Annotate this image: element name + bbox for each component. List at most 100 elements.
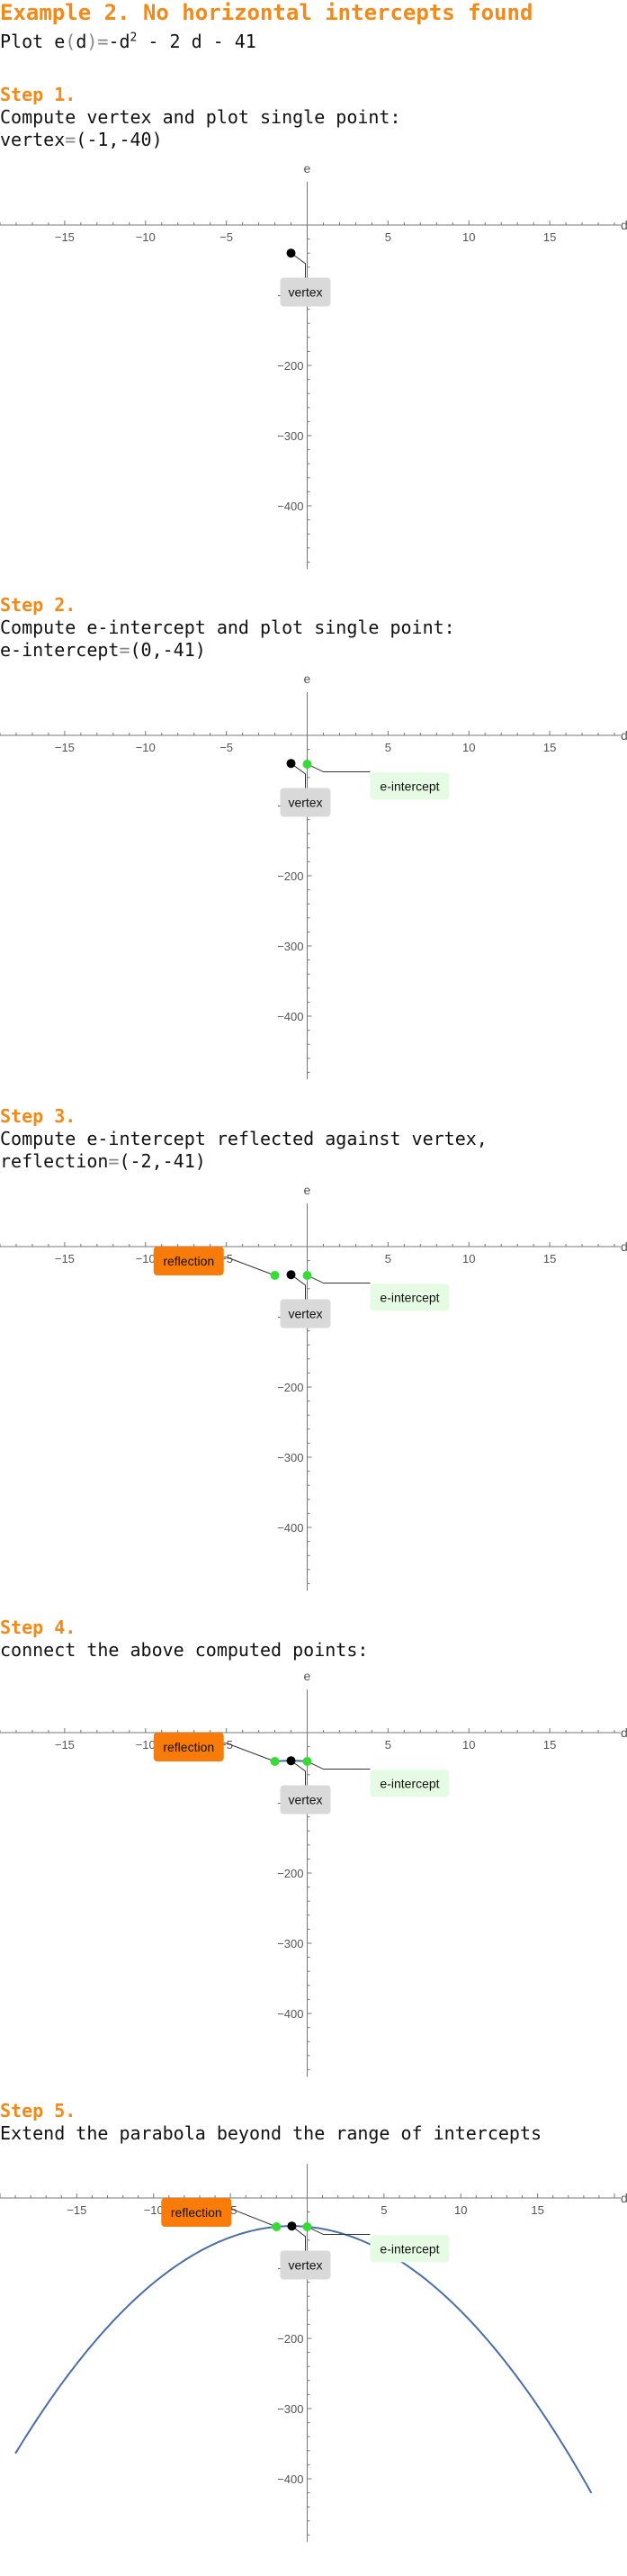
step-4-description: connect the above computed points: <box>0 1639 369 1661</box>
x-tick-label: −10 <box>136 230 156 244</box>
reflection-point <box>272 2221 282 2231</box>
step-2-heading: Step 2. <box>0 594 76 616</box>
intercept-leader-line <box>307 763 371 773</box>
vertex-callout-label: vertex <box>288 1793 322 1807</box>
vertex-point <box>286 1270 296 1280</box>
vertex-leader-line <box>291 2225 306 2251</box>
step-4-heading: Step 4. <box>0 1617 76 1638</box>
intercept-callout-label: e-intercept <box>380 779 439 793</box>
vertex-leader-line <box>291 252 306 278</box>
step-1-equals: = <box>65 129 76 150</box>
close-paren: ) <box>86 31 98 52</box>
y-tick-label: −200 <box>277 1381 303 1394</box>
reflection-point <box>270 1270 280 1280</box>
intercept-callout-box <box>370 772 450 800</box>
vertex-callout-box <box>280 277 331 307</box>
y-tick-label: −400 <box>277 500 303 513</box>
vertex-callout-label: vertex <box>288 285 322 300</box>
function-exponent: 2 <box>130 31 138 45</box>
vertex-leader-line <box>291 1760 306 1786</box>
x-tick-label: −15 <box>55 1738 75 1752</box>
reflection-leader-line <box>223 1256 275 1276</box>
function-rhs-start: -d <box>108 31 130 52</box>
step-2-equals: = <box>119 639 130 661</box>
x-tick-label: −10 <box>144 2203 164 2217</box>
y-tick-label: −400 <box>277 2007 303 2021</box>
vertex-point <box>286 759 296 769</box>
x-tick-label: 10 <box>462 230 475 244</box>
vertex-callout-box <box>280 1299 331 1329</box>
step-1-heading: Step 1. <box>0 84 76 105</box>
intercept-leader-line <box>307 2226 371 2236</box>
page-title: Example 2. No horizontal intercepts foun… <box>0 0 533 25</box>
vertex-callout-box <box>280 788 331 817</box>
step-1-description: Compute vertex and plot single point: <box>0 106 401 128</box>
intercept-callout-label: e-intercept <box>380 2241 439 2256</box>
x-tick-label: 10 <box>462 1252 475 1265</box>
step-1-result-label: vertex <box>0 129 66 150</box>
chart-step-2: de−15−10−551015−100−200−300−400vertexe-i… <box>0 671 627 1080</box>
y-tick-label: −400 <box>277 1010 303 1023</box>
reflection-callout-label: reflection <box>163 1254 214 1268</box>
x-tick-label: 5 <box>385 1252 391 1265</box>
intercept-point <box>302 2221 312 2231</box>
x-tick-label: 15 <box>543 1252 556 1265</box>
x-tick-label: 5 <box>381 2203 387 2217</box>
plot-prefix: Plot <box>0 31 55 52</box>
vertex-callout-label: vertex <box>288 796 322 810</box>
reflection-leader-line <box>229 2208 277 2228</box>
y-tick-label: −300 <box>277 1937 303 1950</box>
vertex-callout-box <box>280 1785 331 1815</box>
y-tick-label: −400 <box>277 1521 303 1535</box>
step-2-result: e-intercept=(0,-41) <box>0 639 206 661</box>
y-axis-label: e <box>304 1183 311 1197</box>
vertex-callout-label: vertex <box>288 2258 322 2273</box>
x-tick-label: −15 <box>67 2203 86 2217</box>
step-3-heading: Step 3. <box>0 1105 76 1127</box>
vertex-callout-label: vertex <box>288 1307 322 1321</box>
y-tick-label: −200 <box>277 359 303 373</box>
chart-step-5: d−15−10−551015−100−200−300−400vertexe-in… <box>0 2164 627 2543</box>
step-2-description: Compute e-intercept and plot single poin… <box>0 617 455 638</box>
vertex-point <box>286 1756 296 1766</box>
x-tick-label: −5 <box>219 741 233 754</box>
step-1-result: vertex=(-1,-40) <box>0 129 163 150</box>
step-2-result-label: e-intercept <box>0 639 120 661</box>
x-tick-label: −15 <box>55 741 75 754</box>
y-tick-label: −200 <box>277 869 303 883</box>
intercept-callout-box <box>370 1283 450 1311</box>
vertex-leader-line <box>291 762 306 788</box>
y-tick-label: −300 <box>277 429 303 443</box>
function-name: e <box>54 31 66 52</box>
intercept-callout-box <box>370 1770 450 1797</box>
x-tick-label: −10 <box>136 741 156 754</box>
step-3-equals: = <box>108 1150 120 1172</box>
step-2-result-value: (0,-41) <box>130 639 206 661</box>
x-tick-label: −15 <box>55 1252 75 1265</box>
x-tick-label: 15 <box>531 2203 543 2217</box>
step-5-heading: Step 5. <box>0 2100 76 2121</box>
y-tick-label: −400 <box>277 2472 303 2486</box>
reflection-callout-box <box>161 2198 232 2227</box>
step-3-description: Compute e-intercept reflected against ve… <box>0 1128 488 1149</box>
x-axis-label: d <box>621 728 627 743</box>
x-tick-label: −10 <box>136 1738 156 1752</box>
intercept-point <box>302 1756 312 1766</box>
y-axis-label: e <box>304 1669 311 1683</box>
intercept-leader-line <box>307 1761 371 1770</box>
vertex-callout-box <box>280 2250 331 2280</box>
x-tick-label: 5 <box>385 741 391 754</box>
x-tick-label: 10 <box>454 2203 467 2217</box>
x-tick-label: −10 <box>136 1252 156 1265</box>
x-tick-label: 15 <box>543 230 556 244</box>
x-tick-label: −15 <box>55 230 75 244</box>
x-tick-label: 5 <box>385 230 391 244</box>
reflection-callout-box <box>153 1247 224 1275</box>
equals-sign: = <box>97 31 109 52</box>
step-3-result-label: reflection <box>0 1150 109 1172</box>
x-tick-label: 5 <box>385 1738 391 1752</box>
step-5-description: Extend the parabola beyond the range of … <box>0 2122 542 2144</box>
reflection-point <box>270 1756 280 1766</box>
reflection-callout-label: reflection <box>171 2205 222 2220</box>
reflection-leader-line <box>223 1743 275 1762</box>
